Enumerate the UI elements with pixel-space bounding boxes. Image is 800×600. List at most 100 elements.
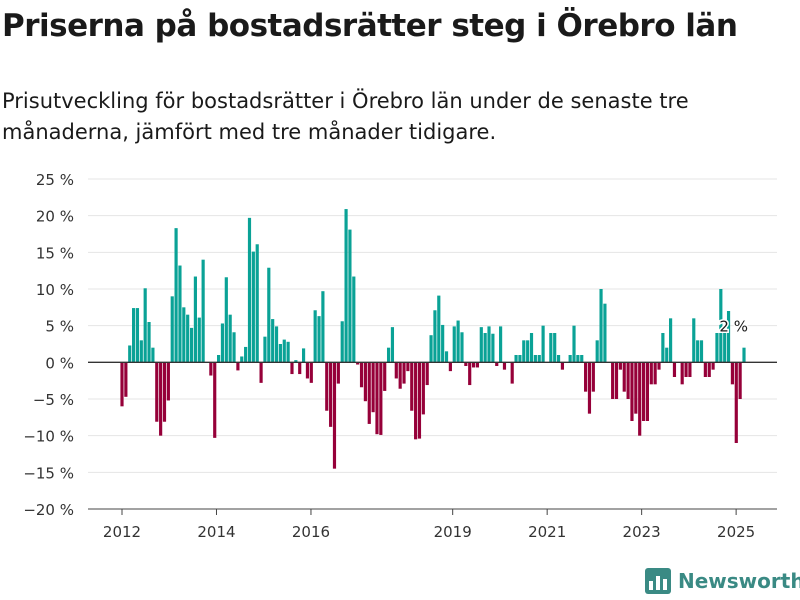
bar (641, 362, 646, 421)
bar (437, 295, 441, 363)
y-axis-labels: 25 % 20 % 15 % 10 % 5 % 0 % −5 % −10 % −15 % −20 … (23, 171, 74, 519)
bar (271, 319, 275, 363)
bar (688, 362, 692, 377)
bar (669, 318, 673, 363)
chart-title: Priserna på bostadsrätter steg i Örebro … (2, 8, 738, 44)
bar (329, 362, 333, 427)
x-tick-label: 2021 (528, 523, 566, 541)
y-tick-label: 5 % (45, 318, 74, 336)
bar (549, 333, 553, 363)
bar (313, 310, 317, 363)
bar (441, 324, 445, 363)
bar (263, 336, 267, 363)
bar (572, 325, 576, 363)
bar (132, 308, 136, 363)
bar (626, 362, 630, 399)
bar (703, 362, 707, 377)
bar (267, 267, 271, 363)
bar (371, 362, 375, 413)
chart-subtitle: Prisutveckling för bostadsrätter i Örebr… (2, 89, 689, 144)
bar (197, 317, 201, 363)
bar (475, 362, 480, 368)
bar (383, 362, 387, 391)
y-tick-label: 10 % (36, 281, 74, 299)
bar (259, 362, 263, 383)
x-tick-label: 2025 (717, 523, 755, 541)
bar (305, 362, 310, 379)
bar (325, 362, 329, 411)
bar (217, 355, 221, 363)
bar (290, 362, 294, 375)
bar (429, 335, 433, 363)
bar (386, 347, 391, 363)
bar (622, 362, 626, 392)
bar (147, 322, 151, 363)
bar (471, 362, 476, 368)
bar (599, 289, 603, 363)
bar (170, 296, 174, 363)
y-tick-label: −5 % (33, 391, 74, 409)
bar (159, 362, 163, 436)
bar (255, 244, 259, 363)
bar (556, 355, 561, 363)
bar (738, 362, 742, 399)
bar (402, 362, 406, 384)
bar (533, 355, 537, 363)
bar (294, 360, 298, 363)
bar (166, 362, 170, 401)
bar (390, 327, 395, 363)
bar (367, 362, 371, 424)
bar (483, 333, 487, 363)
bar (630, 362, 634, 421)
x-tick-label: 2019 (434, 523, 472, 541)
y-tick-label: 15 % (36, 244, 74, 262)
bar (584, 362, 588, 392)
bar (379, 362, 383, 435)
bar (715, 333, 719, 363)
bar (560, 362, 565, 370)
bar (232, 332, 236, 363)
y-tick-label: 0 % (45, 354, 74, 372)
bar (580, 355, 584, 363)
bar (182, 307, 186, 363)
bar (591, 362, 595, 392)
bar (514, 355, 518, 363)
bar (692, 318, 696, 363)
bar (665, 347, 669, 363)
bar (696, 340, 700, 363)
bar (244, 346, 248, 363)
bar (433, 310, 437, 363)
bar (375, 362, 379, 435)
bar (224, 277, 228, 363)
bar (711, 362, 715, 370)
bar (186, 314, 190, 363)
x-tick-label: 2016 (292, 523, 330, 541)
bar (522, 340, 526, 363)
bar (162, 362, 167, 422)
bar (421, 362, 425, 415)
y-tick-label: 25 % (36, 171, 74, 189)
bar (448, 362, 452, 372)
bar (236, 362, 240, 371)
y-tick-label: −15 % (23, 464, 74, 482)
bar (568, 355, 572, 363)
bar (444, 351, 449, 363)
bar (356, 362, 360, 365)
bar (282, 339, 286, 363)
bar (460, 332, 464, 363)
bar (529, 333, 534, 363)
bar-chart-icon (645, 568, 671, 594)
bar (124, 362, 128, 397)
bar (143, 288, 147, 363)
bar (634, 362, 638, 414)
bar (537, 355, 541, 363)
bar (699, 340, 704, 363)
annotations: 2 % (718, 316, 750, 337)
bar (251, 251, 255, 363)
bar (394, 362, 398, 379)
bar (645, 362, 649, 421)
y-tick-label: −10 % (23, 428, 74, 446)
bar (618, 362, 622, 370)
bar (502, 362, 507, 370)
bar (228, 314, 232, 363)
